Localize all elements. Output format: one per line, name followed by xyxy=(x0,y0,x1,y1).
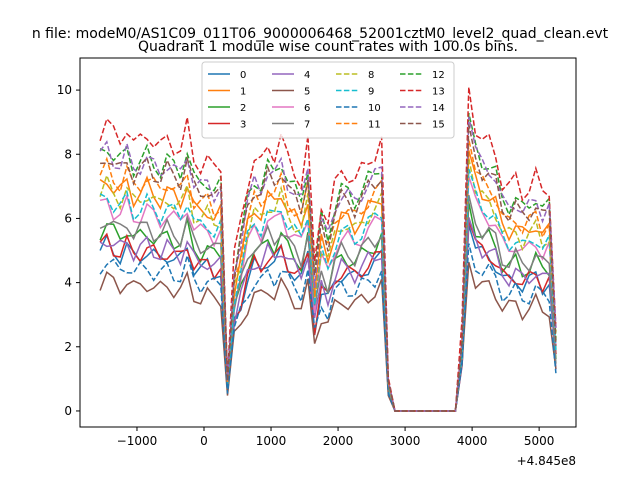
x-tick-label: 4000 xyxy=(457,434,488,448)
x-tick-label: 5000 xyxy=(524,434,555,448)
legend-label-9: 9 xyxy=(368,87,374,98)
y-tick-label: 4 xyxy=(64,276,72,290)
series-line-7 xyxy=(99,194,557,412)
legend-label-3: 3 xyxy=(240,120,246,131)
x-tick-label: −1000 xyxy=(117,434,158,448)
series-line-4 xyxy=(99,217,557,412)
y-axis: 0 2 4 6 8 10 xyxy=(57,83,80,418)
legend-label-1: 1 xyxy=(240,87,246,98)
legend-label-5: 5 xyxy=(304,87,310,98)
legend-label-7: 7 xyxy=(304,120,310,131)
legend-label-14: 14 xyxy=(432,103,445,114)
x-offset-label: +4.845e8 xyxy=(517,454,576,468)
series-line-13 xyxy=(99,86,557,412)
plot-frame xyxy=(79,57,577,428)
y-tick-label: 2 xyxy=(64,340,72,354)
series-line-15 xyxy=(100,124,557,412)
series-line-10 xyxy=(99,243,557,412)
series-line-14 xyxy=(99,116,557,412)
series-line-9 xyxy=(99,168,557,412)
series-line-5 xyxy=(99,261,557,412)
legend-label-15: 15 xyxy=(432,120,445,131)
series-lines xyxy=(99,86,557,412)
legend-label-8: 8 xyxy=(368,70,374,81)
legend-label-0: 0 xyxy=(240,70,246,81)
series-line-12 xyxy=(99,113,557,412)
chart-title: Quadrant 1 module wise count rates with … xyxy=(138,39,518,55)
legend-label-12: 12 xyxy=(432,70,445,81)
legend-label-13: 13 xyxy=(432,87,445,98)
y-tick-label: 10 xyxy=(57,83,72,97)
y-tick-label: 6 xyxy=(64,211,72,225)
series-line-8 xyxy=(99,157,557,412)
legend-box xyxy=(201,61,455,139)
legend-label-2: 2 xyxy=(240,103,246,114)
x-axis: −1000 0 1000 2000 3000 4000 5000 xyxy=(117,427,555,448)
legend-label-4: 4 xyxy=(304,70,310,81)
figure-suptitle: n file: modeM0/AS1C09_011T06_9000006468_… xyxy=(32,26,609,42)
y-tick-label: 0 xyxy=(64,404,72,418)
x-tick-label: 0 xyxy=(200,434,208,448)
y-tick-label: 8 xyxy=(64,147,72,161)
x-tick-label: 2000 xyxy=(323,434,354,448)
series-line-11 xyxy=(99,139,557,412)
x-tick-label: 3000 xyxy=(390,434,421,448)
legend-label-10: 10 xyxy=(368,103,381,114)
series-line-2 xyxy=(99,202,557,412)
legend-label-6: 6 xyxy=(304,103,310,114)
x-tick-label: 1000 xyxy=(256,434,287,448)
legend-label-11: 11 xyxy=(368,120,381,131)
